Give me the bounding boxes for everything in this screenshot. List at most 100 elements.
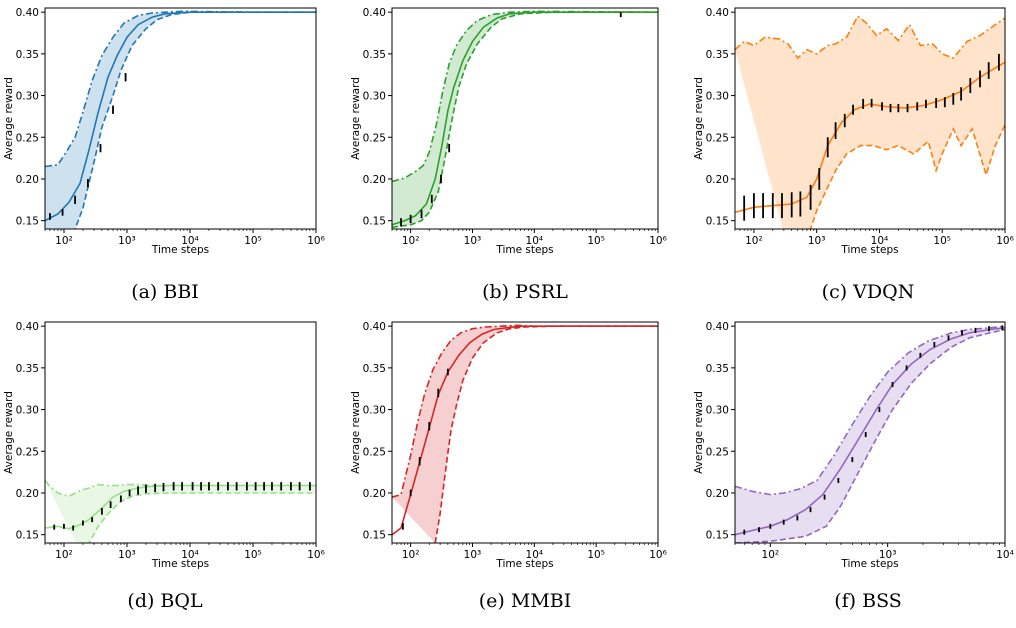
y-tick-label: 0.15	[706, 530, 729, 542]
x-tick-label: 10⁴	[996, 549, 1014, 561]
y-axis-label: Average reward	[693, 391, 705, 474]
y-tick-label: 0.25	[16, 132, 39, 144]
confidence-band	[45, 480, 316, 543]
y-tick-label: 0.35	[363, 363, 386, 375]
x-tick-label: 10⁴	[526, 235, 544, 247]
y-tick-label: 0.15	[706, 216, 729, 228]
y-tick-label: 0.15	[16, 530, 39, 542]
x-tick-label: 10⁶	[307, 549, 325, 561]
plot-area	[392, 324, 658, 543]
upper-bound-line	[392, 324, 658, 498]
x-tick-label: 10⁶	[996, 235, 1014, 247]
x-tick-label: 10³	[464, 549, 482, 561]
chart-panel-5: 0.15 0.20 0.25 0.30 0.35 0.40 10² 10³ 10⁴ 10⁵ 10⁶ T…	[350, 321, 667, 612]
y-axis-label: Average reward	[693, 77, 705, 160]
x-tick-label: 10⁶	[307, 235, 325, 247]
y-tick-label: 0.15	[363, 216, 386, 228]
x-tick-label: 10⁴	[526, 549, 544, 561]
x-tick-label: 10³	[118, 235, 136, 247]
plot-area	[45, 10, 316, 229]
lower-bound-line	[735, 328, 1005, 543]
y-tick-label: 0.20	[363, 174, 386, 186]
x-axis-label: Time steps	[840, 558, 898, 570]
y-tick-label: 0.20	[363, 488, 386, 500]
x-tick-label: 10²	[55, 235, 73, 247]
x-tick-label: 10⁶	[649, 235, 667, 247]
y-tick-label: 0.35	[16, 363, 39, 375]
plot-area	[735, 325, 1005, 543]
x-tick-label: 10⁵	[244, 549, 262, 561]
upper-bound-line	[45, 479, 316, 498]
y-tick-label: 0.35	[706, 363, 729, 375]
panel-caption: (b) PSRL	[482, 281, 568, 303]
confidence-band	[392, 11, 658, 228]
mean-line	[735, 61, 1005, 214]
y-tick-label: 0.25	[706, 132, 729, 144]
x-tick-label: 10⁵	[933, 235, 951, 247]
lower-bound-line	[809, 124, 1005, 229]
y-tick-label: 0.30	[706, 91, 729, 103]
x-axis-label: Time steps	[495, 558, 553, 570]
y-tick-label: 0.30	[363, 91, 386, 103]
lower-bound-line	[392, 11, 658, 229]
axes-frame	[734, 321, 1006, 544]
x-tick-label: 10⁴	[871, 235, 889, 247]
y-tick-label: 0.35	[16, 49, 39, 61]
x-axis-label: Time steps	[840, 244, 898, 256]
panel-caption: (c) VDQN	[822, 281, 915, 303]
y-tick-label: 0.25	[363, 132, 386, 144]
chart-panel-1: 0.15 0.20 0.25 0.30 0.35 0.40 10² 10³ 10⁴ 10⁵ 10⁶ T…	[3, 7, 325, 303]
x-tick-label: 10²	[402, 235, 420, 247]
x-tick-label: 10²	[55, 549, 73, 561]
y-tick-label: 0.25	[706, 446, 729, 458]
x-tick-label: 10⁵	[244, 235, 262, 247]
y-tick-label: 0.40	[363, 321, 386, 333]
y-tick-label: 0.35	[706, 49, 729, 61]
y-axis-label: Average reward	[3, 77, 15, 160]
x-axis-label: Time steps	[495, 244, 553, 256]
plot-area	[735, 15, 1005, 229]
y-tick-label: 0.20	[16, 488, 39, 500]
panel-caption: (f) BSS	[834, 590, 902, 612]
panel-caption: (e) MMBI	[479, 590, 572, 612]
mean-line	[45, 484, 316, 530]
x-tick-label: 10⁴	[181, 235, 199, 247]
x-tick-label: 10³	[808, 235, 826, 247]
y-tick-label: 0.15	[363, 530, 386, 542]
chart-panel-4: 0.15 0.20 0.25 0.30 0.35 0.40 10² 10³ 10⁴ 10⁵ 10⁶ T…	[3, 321, 325, 612]
chart-panel-3: 0.15 0.20 0.25 0.30 0.35 0.40 10² 10³ 10⁴ 10⁵ 10⁶ T…	[693, 7, 1014, 303]
x-axis-label: Time steps	[151, 244, 209, 256]
y-tick-label: 0.30	[16, 405, 39, 417]
x-tick-label: 10⁵	[587, 549, 605, 561]
y-tick-label: 0.30	[363, 405, 386, 417]
plot-area	[392, 10, 658, 229]
confidence-band	[392, 325, 658, 543]
x-tick-label: 10⁵	[587, 235, 605, 247]
upper-bound-line	[735, 325, 1005, 496]
chart-panel-2: 0.15 0.20 0.25 0.30 0.35 0.40 10² 10³ 10⁴ 10⁵ 10⁶ T…	[350, 7, 667, 303]
y-tick-label: 0.20	[16, 174, 39, 186]
x-tick-label: 10²	[745, 235, 763, 247]
x-tick-label: 10³	[118, 549, 136, 561]
x-axis-label: Time steps	[151, 558, 209, 570]
y-tick-label: 0.25	[16, 446, 39, 458]
y-tick-label: 0.30	[16, 91, 39, 103]
y-tick-label: 0.35	[363, 49, 386, 61]
confidence-band	[735, 326, 1005, 543]
y-tick-label: 0.15	[16, 216, 39, 228]
mean-line	[735, 327, 1005, 536]
mean-line	[392, 325, 658, 536]
upper-bound-line	[45, 10, 316, 168]
y-tick-label: 0.20	[706, 174, 729, 186]
y-tick-label: 0.40	[16, 321, 39, 333]
upper-bound-line	[392, 10, 658, 183]
chart-panel-6: 0.15 0.20 0.25 0.30 0.35 0.40 10² 10³ 10⁴ Time st…	[693, 321, 1014, 612]
y-axis-label: Average reward	[3, 391, 15, 474]
y-tick-label: 0.40	[706, 7, 729, 19]
y-tick-label: 0.20	[706, 488, 729, 500]
x-tick-label: 10⁶	[649, 549, 667, 561]
mean-line	[45, 11, 316, 222]
x-tick-label: 10²	[762, 549, 780, 561]
